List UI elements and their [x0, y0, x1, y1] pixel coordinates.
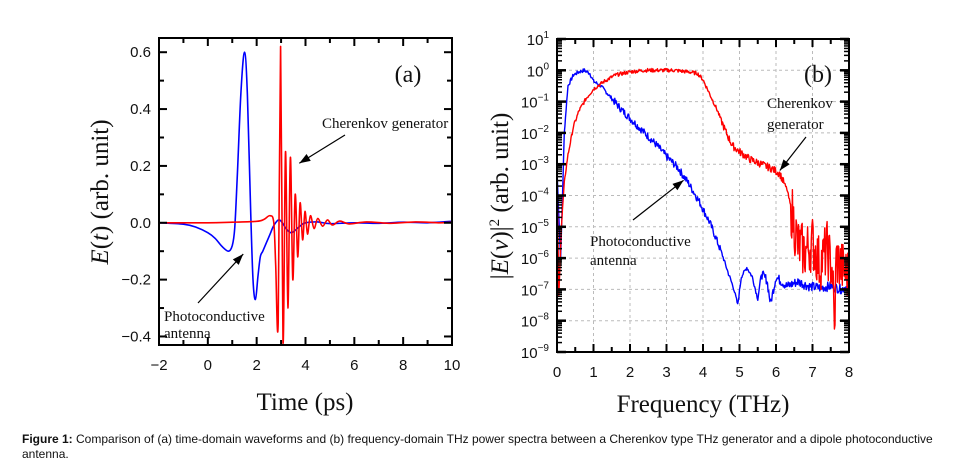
x-tick-label: 3 — [662, 364, 670, 381]
x-tick-label: 5 — [735, 364, 743, 381]
x-axis-title: Time (ps) — [256, 389, 353, 416]
y-tick-label: 0.6 — [130, 44, 151, 61]
series-group — [556, 67, 850, 330]
series-line-cherenkov-generator — [158, 45, 453, 344]
y-tick-label: −0.4 — [121, 328, 151, 345]
x-tick-label: 1 — [589, 364, 597, 381]
panel-label: (b) — [804, 62, 832, 88]
y-tick-label: 10−6 — [521, 249, 550, 268]
y-tick-label: 100 — [527, 61, 550, 80]
x-tick-label: 8 — [845, 364, 853, 381]
y-tick-label: 0.0 — [130, 215, 151, 232]
x-tick-label: 2 — [252, 357, 260, 374]
annotation-label: Cherenkov — [767, 96, 833, 112]
x-tick-label: 4 — [301, 357, 309, 374]
y-tick-label: 101 — [527, 30, 550, 49]
annotation-label: Cherenkov generator — [322, 116, 448, 132]
x-tick-label: −2 — [150, 357, 167, 374]
caption-text: Comparison of (a) time-domain waveforms … — [22, 432, 933, 461]
x-tick-label: 4 — [699, 364, 707, 381]
y-tick-label: −0.2 — [121, 272, 151, 289]
figure-caption: Figure 1: Comparison of (a) time-domain … — [22, 432, 942, 462]
annotation-label: antenna — [164, 326, 211, 342]
caption-label: Figure 1: — [22, 432, 73, 446]
annotation-arrowhead — [232, 254, 244, 265]
annotation-label: antenna — [590, 253, 637, 269]
x-tick-label: 6 — [772, 364, 780, 381]
series-line-photoconductive-antenna — [158, 51, 453, 301]
y-axis-title: |E(ν)|2 (arb. unit) — [487, 113, 514, 280]
y-tick-label: 10−3 — [521, 155, 550, 174]
y-tick-label: 10−9 — [521, 343, 550, 362]
figure: −2 0 2 4 6 8 10−0.4−0.20.00.20.40.6 (a) Time (… — [87, 30, 853, 418]
x-tick-label: 8 — [399, 357, 407, 374]
y-tick-label: 10−5 — [521, 218, 550, 237]
annotation-arrow-line — [197, 253, 244, 304]
x-tick-label: 2 — [626, 364, 634, 381]
series-line-cherenkov-generator — [556, 67, 850, 330]
annotation-label: Photoconductive — [590, 234, 691, 250]
y-tick-label: 0.2 — [130, 158, 151, 175]
x-tick-label: 0 — [204, 357, 212, 374]
x-axis-title: Frequency (THz) — [617, 391, 790, 418]
annotation-arrowhead — [672, 180, 684, 191]
panel-label: (a) — [395, 62, 422, 88]
y-tick-label: 10−7 — [521, 280, 550, 299]
y-tick-label: 10−4 — [521, 187, 550, 206]
y-tick-label: 0.4 — [130, 101, 151, 118]
time-domain-chart: −2 0 2 4 6 8 10 −0.4 −0.2 0.0 0.2 0.4 0.6 (a) Time (… — [87, 37, 461, 416]
y-tick-label: 10−8 — [521, 312, 550, 331]
annotation-arrowhead — [299, 154, 311, 164]
x-tick-label: 10 — [444, 357, 461, 374]
y-tick-label: 10−1 — [521, 93, 550, 112]
annotation-arrowhead — [779, 159, 790, 171]
frequency-domain-chart: 0 1 2 3 4 5 6 7 8 101 100 10−1 10−2 10−3 10−4 10−5 10−6 1… — [487, 30, 853, 418]
x-tick-label: 7 — [808, 364, 816, 381]
x-tick-label: 6 — [350, 357, 358, 374]
annotation-label: Photoconductive — [164, 309, 265, 325]
y-tick-label: 10−2 — [521, 124, 550, 143]
series-line-photoconductive-antenna — [556, 68, 850, 305]
annotation-label: generator — [767, 117, 824, 133]
y-axis-title: E(t) (arb. unit) — [87, 119, 114, 265]
series-group — [158, 45, 453, 344]
x-tick-label: 0 — [553, 364, 561, 381]
